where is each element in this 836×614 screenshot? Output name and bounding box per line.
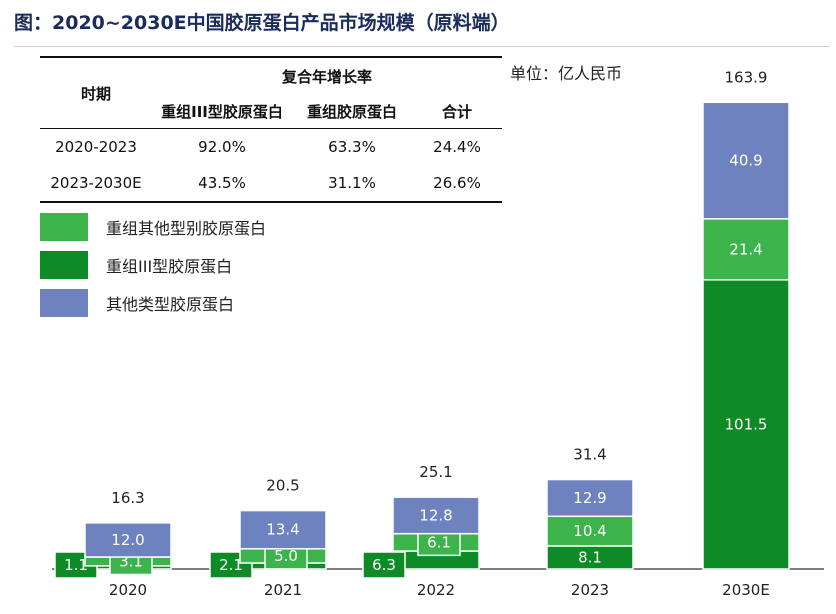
x-tick-label: 2021 (264, 581, 302, 599)
bar-segment (702, 218, 790, 281)
chart-title: 图：2020~2030E中国胶原蛋白产品市场规模（原料端） (14, 12, 510, 34)
legend-item: 其他类型胶原蛋白 (40, 284, 266, 322)
chart-legend: 重组其他型别胶原蛋白 重组III型胶原蛋白 其他类型胶原蛋白 (40, 208, 266, 322)
row-value: 43.5% (198, 174, 246, 192)
bar-segment (702, 279, 790, 570)
legend-swatch (40, 251, 88, 279)
row-period: 2020-2023 (55, 138, 137, 156)
data-label: 10.4 (573, 522, 606, 540)
data-label: 40.9 (729, 152, 762, 170)
total-label: 31.4 (573, 446, 606, 464)
x-tick-label: 2030E (722, 581, 770, 599)
data-label: 6.1 (427, 533, 451, 551)
data-label: 12.9 (573, 489, 606, 507)
x-tick-label: 2020 (109, 581, 147, 599)
bar-segment (546, 515, 634, 547)
data-label: 1.1 (64, 556, 88, 574)
col-header-total: 合计 (412, 95, 502, 130)
bar-segment (392, 496, 480, 535)
cagr-header: 复合年增长率 (281, 68, 372, 87)
data-label: 8.1 (578, 548, 602, 566)
legend-swatch (40, 289, 88, 317)
unit-label: 单位：亿人民币 (510, 64, 623, 83)
data-label: 21.4 (729, 240, 762, 258)
legend-label: 重组其他型别胶原蛋白 (106, 219, 267, 238)
bar-segment (702, 101, 790, 220)
col-header-recombinant: 重组胶原蛋白 (292, 95, 412, 130)
data-label-box (362, 551, 406, 579)
bar-segment (84, 522, 172, 558)
col-header-recombinant-iii: 重组III型胶原蛋白 (152, 95, 292, 130)
data-label: 13.4 (266, 521, 299, 539)
cagr-table: 时期 复合年增长率 重组III型胶原蛋白 重组胶原蛋白 合计 2020-2023… (40, 56, 502, 203)
legend-swatch (40, 213, 88, 241)
bar-segment (239, 509, 327, 550)
x-tick-label: 2022 (417, 581, 455, 599)
cagr-table-subheader-row: 重组III型胶原蛋白 重组胶原蛋白 合计 (40, 95, 502, 130)
table-row: 2023-2030E 43.5% 31.1% 26.6% (40, 165, 502, 202)
data-label: 5.0 (274, 547, 298, 565)
legend-label: 其他类型胶原蛋白 (106, 295, 235, 314)
legend-item: 重组III型胶原蛋白 (40, 246, 266, 284)
legend-item: 重组其他型别胶原蛋白 (40, 208, 266, 246)
row-period: 2023-2030E (50, 174, 142, 192)
bar-segment (546, 478, 634, 518)
period-header: 时期 (40, 57, 152, 129)
row-value: 26.6% (433, 174, 481, 192)
row-value: 63.3% (328, 138, 376, 156)
table-row: 2020-2023 92.0% 63.3% 24.4% (40, 129, 502, 166)
row-value: 92.0% (198, 138, 246, 156)
cagr-table-header-row: 时期 复合年增长率 (40, 57, 502, 129)
data-label: 12.8 (419, 506, 452, 524)
row-value: 24.4% (433, 138, 481, 156)
data-label: 101.5 (725, 415, 768, 433)
total-label: 25.1 (419, 463, 452, 481)
legend-label: 重组III型胶原蛋白 (106, 257, 233, 276)
total-label: 16.3 (111, 489, 144, 507)
data-label: 2.1 (219, 556, 243, 574)
title-divider (14, 46, 830, 47)
x-tick-label: 2023 (571, 581, 609, 599)
data-label: 12.0 (111, 531, 144, 549)
total-label: 20.5 (266, 477, 299, 495)
row-value: 31.1% (328, 174, 376, 192)
data-label: 6.3 (372, 556, 396, 574)
total-label: 163.9 (725, 68, 768, 86)
